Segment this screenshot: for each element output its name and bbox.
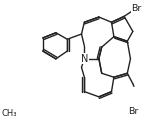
Text: CH₃: CH₃ (1, 109, 17, 118)
Text: Br: Br (128, 107, 138, 116)
Text: Br: Br (132, 4, 142, 13)
Text: N: N (81, 54, 88, 64)
